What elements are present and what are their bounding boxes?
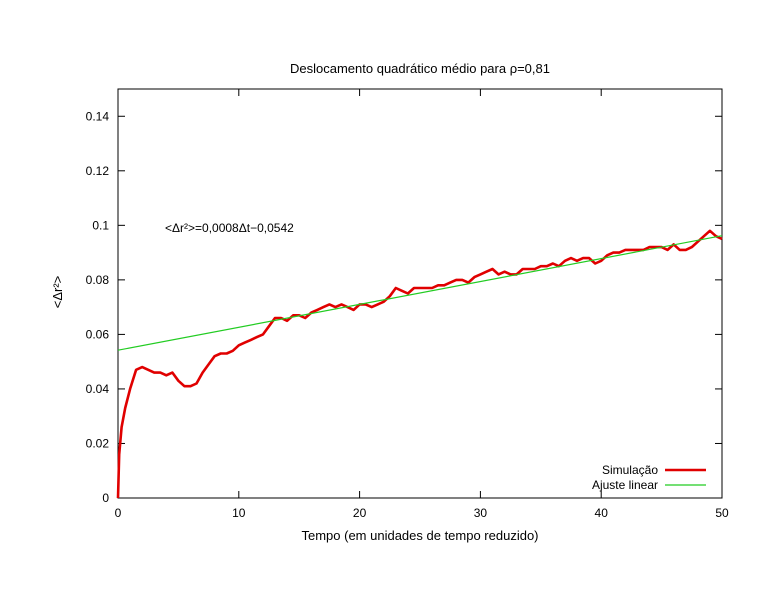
y-tick-label: 0 xyxy=(102,491,109,505)
y-tick-label: 0.02 xyxy=(86,436,110,450)
y-tick-label: 0.1 xyxy=(92,218,109,232)
chart-title: Deslocamento quadrático médio para ρ=0,8… xyxy=(290,61,550,76)
y-tick-label: 0.14 xyxy=(86,109,110,123)
x-tick-label: 10 xyxy=(232,506,246,520)
y-tick-label: 0.12 xyxy=(86,164,110,178)
legend-entry-simulacao: Simulação xyxy=(602,463,706,477)
y-tick-label: 0.08 xyxy=(86,273,110,287)
y-axis-label: <Δr²> xyxy=(50,276,65,309)
plot-frame xyxy=(117,88,723,499)
legend-entry-ajuste-linear: Ajuste linear xyxy=(592,478,706,492)
fit-equation-annotation: <Δr²>=0,0008Δt−0,0542 xyxy=(165,221,294,235)
y-tick-label: 0.04 xyxy=(86,382,110,396)
legend-label: Ajuste linear xyxy=(592,478,658,492)
x-tick-label: 20 xyxy=(353,506,367,520)
x-tick-label: 30 xyxy=(474,506,488,520)
y-tick-label: 0.06 xyxy=(86,327,110,341)
series-ajuste-linear-line xyxy=(117,235,723,351)
axes: 0 10 20 30 40 50 0 0.02 0.04 0.06 0.08 0.1 0.12 0.14 xyxy=(86,88,729,520)
series-simulacao-line xyxy=(116,229,723,499)
legend-label: Simulação xyxy=(602,463,658,477)
x-axis-label: Tempo (em unidades de tempo reduzido) xyxy=(301,528,538,543)
x-tick-label: 0 xyxy=(115,506,122,520)
x-tick-label: 40 xyxy=(595,506,609,520)
series-layer xyxy=(116,229,723,499)
x-tick-label: 50 xyxy=(715,506,729,520)
